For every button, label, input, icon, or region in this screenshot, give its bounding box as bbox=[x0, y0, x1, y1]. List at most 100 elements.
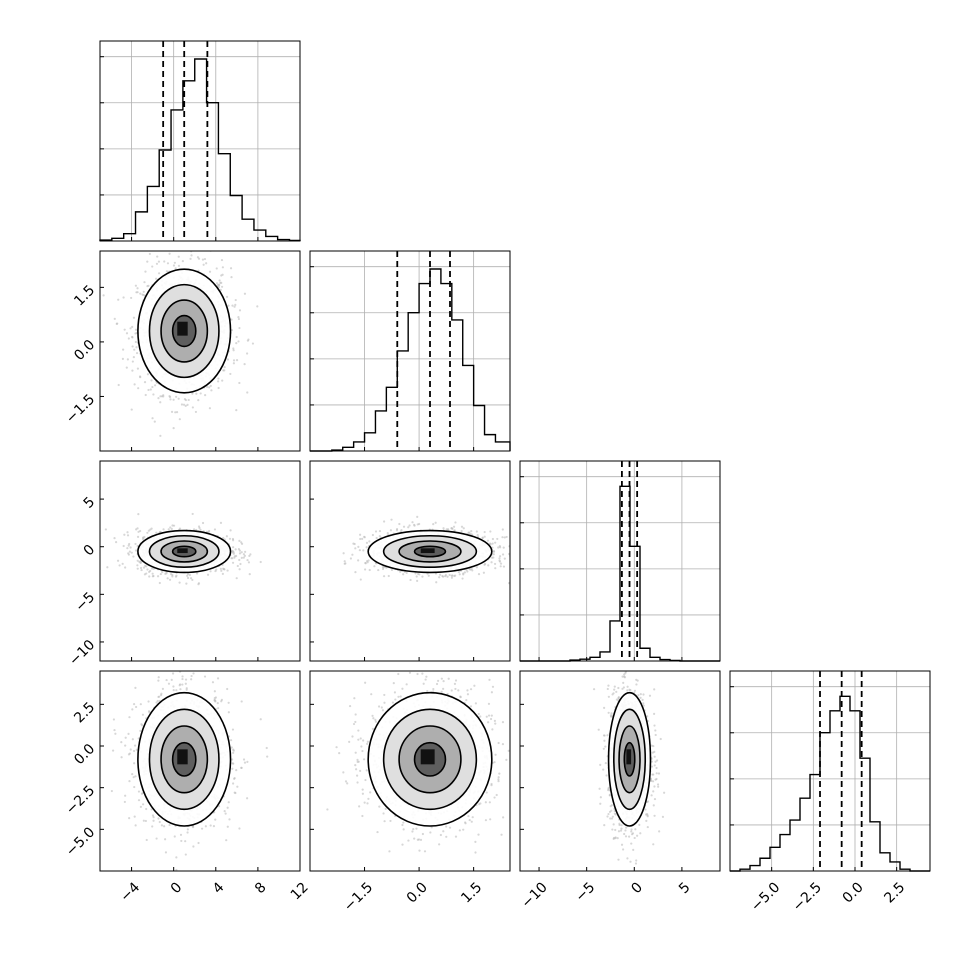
scatter-point bbox=[244, 550, 247, 553]
scatter-point bbox=[148, 252, 151, 256]
contour-line bbox=[171, 314, 197, 348]
scatter-point bbox=[158, 581, 161, 585]
scatter-point bbox=[131, 325, 134, 328]
panel-frame bbox=[519, 460, 721, 662]
scatter-point bbox=[233, 555, 236, 558]
scatter-point bbox=[462, 573, 465, 576]
scatter-point bbox=[238, 568, 241, 571]
scatter-point bbox=[181, 675, 184, 678]
histogram-panel-0 bbox=[99, 40, 301, 242]
scatter-point bbox=[359, 537, 362, 541]
scatter-point bbox=[231, 304, 234, 307]
scatter-point bbox=[491, 542, 494, 545]
scatter-point bbox=[127, 544, 130, 547]
panel-frame bbox=[99, 40, 301, 242]
scatter-point bbox=[184, 840, 187, 843]
scatter-point bbox=[143, 535, 146, 539]
scatter-point bbox=[219, 521, 223, 524]
scatter-point bbox=[450, 574, 453, 577]
scatter-point bbox=[248, 573, 251, 576]
scatter-point bbox=[242, 553, 246, 556]
scatter-point bbox=[106, 566, 109, 569]
scatter-point bbox=[219, 288, 222, 292]
scatter-point bbox=[359, 533, 362, 536]
scatter-point bbox=[222, 536, 225, 540]
scatter-point bbox=[439, 573, 442, 576]
scatter-point bbox=[132, 749, 136, 753]
panel-frame bbox=[309, 250, 511, 452]
scatter-point bbox=[490, 561, 493, 564]
scatter-point bbox=[174, 411, 177, 414]
scatter-point bbox=[169, 526, 172, 529]
histogram-panel-3 bbox=[729, 670, 931, 872]
scatter-point bbox=[120, 756, 123, 759]
scatter-point bbox=[197, 399, 200, 402]
scatter-point bbox=[256, 305, 259, 308]
scatter-point bbox=[152, 393, 155, 396]
panel-background bbox=[730, 671, 930, 871]
scatter-point bbox=[199, 392, 202, 395]
scatter-point bbox=[228, 818, 231, 821]
scatter-point bbox=[416, 515, 419, 518]
scatter-point bbox=[124, 794, 127, 797]
scatter-point bbox=[489, 530, 492, 533]
scatter-point bbox=[231, 728, 235, 731]
scatter-point bbox=[228, 537, 232, 540]
scatter-point bbox=[220, 569, 223, 572]
scatter-point bbox=[240, 556, 243, 559]
scatter-point bbox=[457, 570, 460, 574]
scatter-point bbox=[362, 549, 365, 552]
scatter-point bbox=[221, 273, 224, 276]
scatter-point bbox=[168, 252, 171, 255]
scatter-point bbox=[498, 557, 501, 560]
scatter-point bbox=[157, 664, 159, 666]
scatter-point bbox=[229, 372, 232, 376]
scatter-point bbox=[432, 523, 435, 526]
scatter-point bbox=[188, 573, 191, 577]
scatter-point bbox=[208, 386, 211, 389]
scatter-point bbox=[147, 700, 150, 703]
scatter-point bbox=[234, 548, 237, 551]
scatter-point bbox=[381, 566, 385, 569]
scatter-point bbox=[163, 260, 166, 263]
scatter-point bbox=[206, 573, 210, 576]
scatter-point bbox=[204, 825, 207, 828]
scatter-point bbox=[215, 267, 218, 270]
scatter-point bbox=[128, 817, 131, 820]
histogram-panel-2 bbox=[519, 460, 721, 662]
scatter-point bbox=[134, 542, 137, 546]
scatter-point bbox=[198, 526, 201, 530]
scatter-point bbox=[123, 328, 126, 331]
scatter-point bbox=[170, 527, 173, 530]
scatter-point bbox=[124, 736, 127, 739]
scatter-point bbox=[131, 369, 134, 372]
scatter-point bbox=[502, 546, 505, 549]
scatter-point bbox=[415, 575, 418, 578]
scatter-point bbox=[460, 525, 464, 528]
scatter-point bbox=[166, 577, 169, 580]
scatter-point bbox=[186, 403, 189, 406]
scatter-point bbox=[197, 583, 200, 586]
scatter-point bbox=[454, 521, 457, 524]
scatter-point bbox=[136, 567, 139, 570]
scatter-point bbox=[157, 695, 160, 699]
scatter-point bbox=[243, 362, 246, 366]
scatter-point bbox=[173, 835, 176, 838]
scatter-point bbox=[246, 760, 249, 763]
scatter-point bbox=[177, 264, 181, 267]
scatter-point bbox=[451, 527, 454, 530]
scatter-point bbox=[235, 335, 238, 339]
scatter-point bbox=[357, 559, 360, 562]
scatter-point bbox=[502, 565, 506, 568]
scatter-panel-3-0 bbox=[99, 664, 301, 872]
scatter-point bbox=[470, 529, 473, 533]
scatter-point bbox=[156, 699, 159, 703]
scatter-point bbox=[226, 358, 230, 361]
scatter-point bbox=[126, 534, 130, 537]
scatter-point bbox=[237, 340, 240, 343]
scatter-point bbox=[232, 362, 235, 365]
scatter-point bbox=[387, 574, 390, 578]
scatter-point bbox=[461, 577, 464, 580]
scatter-point bbox=[143, 281, 146, 284]
